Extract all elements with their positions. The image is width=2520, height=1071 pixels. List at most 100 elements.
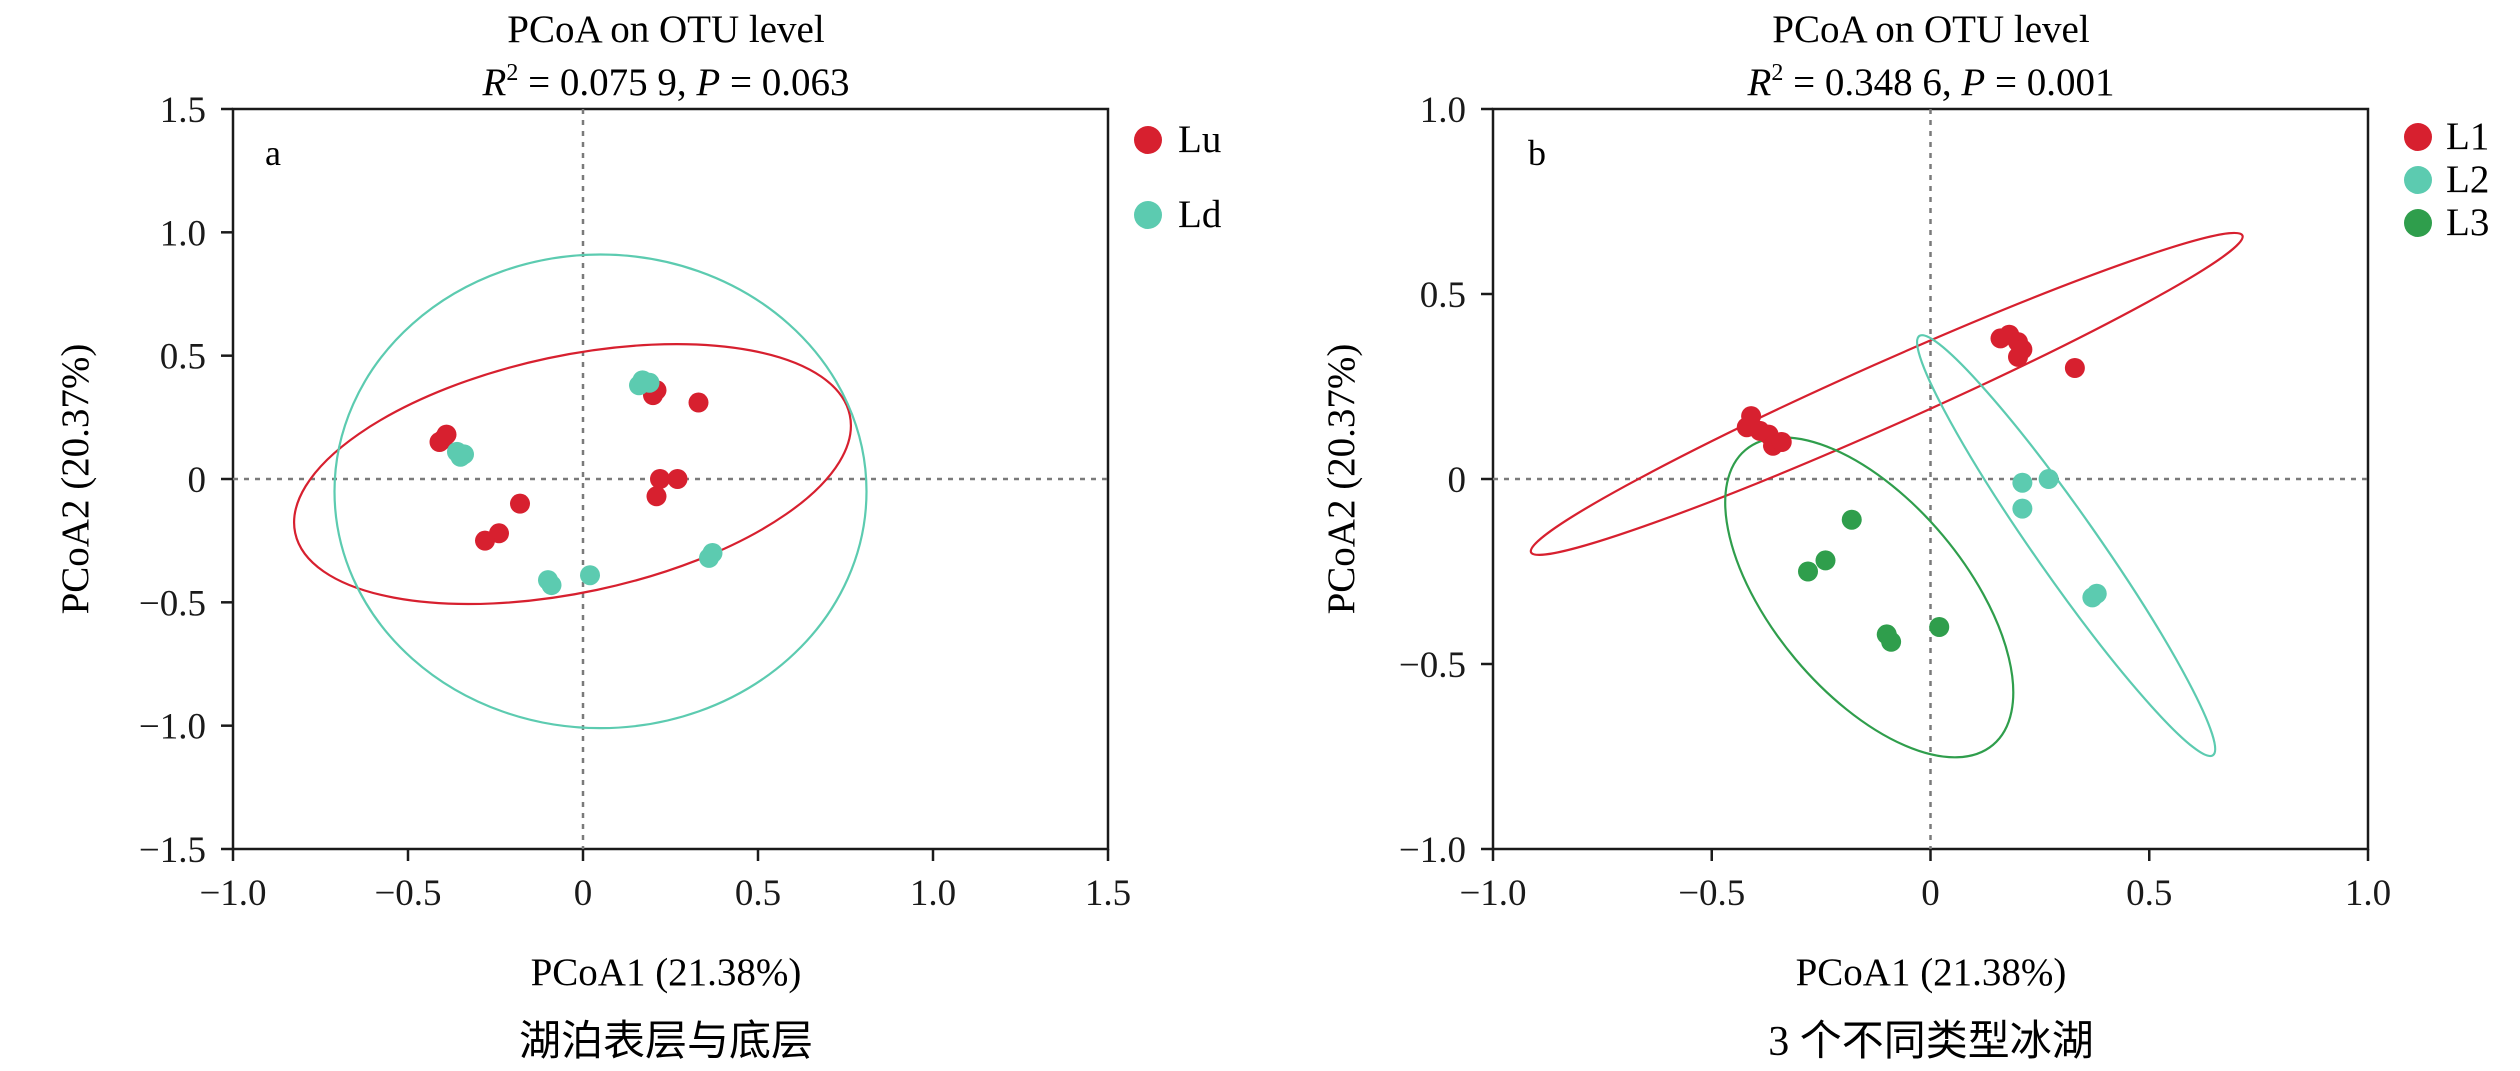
panel-a-ellipses <box>293 253 868 730</box>
data-point-lu <box>650 469 670 489</box>
confidence-ellipse-l3 <box>1724 436 2015 759</box>
x-tick-label: 0.5 <box>2126 873 2172 914</box>
panel-b-r2-label: R <box>1747 61 1772 104</box>
panel-a-p-label: P <box>695 61 720 104</box>
x-tick-label: 0 <box>1921 873 1940 914</box>
data-point-l2 <box>2012 472 2033 493</box>
data-point-l3 <box>1881 631 1902 652</box>
x-tick-label: 1.0 <box>910 873 956 914</box>
data-point-l1 <box>2064 358 2085 378</box>
legend-marker-l1 <box>2404 123 2432 151</box>
legend-label-lu: Lu <box>1178 118 1221 161</box>
legend-marker-lu <box>1134 126 1162 154</box>
y-tick-label: 1.0 <box>160 213 206 254</box>
panel-b-y-axis-label: PCoA2 (20.37%) <box>1320 344 1363 615</box>
x-tick-label: −1.0 <box>199 873 266 914</box>
x-tick-label: −0.5 <box>1678 873 1745 914</box>
panel-b: PCoA on OTU level R2 = 0.348 6, P = 0.00… <box>1320 8 2489 1065</box>
panel-b-p-label: P <box>1960 61 1985 104</box>
data-point-l1 <box>1771 432 1792 452</box>
panel-a-y-ticks: 1.5 1.0 0.5 0 −0.5 −1.0 −1.5 <box>139 90 233 871</box>
legend-marker-ld <box>1134 201 1162 229</box>
data-point-lu <box>510 493 530 514</box>
panel-a: PCoA on OTU level R2 = 0.075 9, P = 0.06… <box>54 8 1222 1065</box>
y-tick-label: 0.5 <box>1420 275 1466 316</box>
panel-a-legend: Lu Ld <box>1134 118 1222 236</box>
panel-b-label: b <box>1528 133 1546 173</box>
data-point-ld <box>580 565 600 586</box>
y-tick-label: 1.0 <box>1420 90 1466 131</box>
panel-a-stats: R2 = 0.075 9, P = 0.063 <box>482 60 850 104</box>
x-tick-label: 0 <box>574 873 593 914</box>
panel-a-p-value: = 0.063 <box>720 61 849 104</box>
data-point-lu <box>646 486 667 507</box>
data-point-lu <box>688 392 709 413</box>
panel-a-x-axis-label: PCoA1 (21.38%) <box>531 951 802 994</box>
legend-marker-l2 <box>2404 166 2432 194</box>
data-point-l2 <box>2012 498 2033 519</box>
data-point-ld <box>632 370 653 391</box>
panel-b-stats: R2 = 0.348 6, P = 0.001 <box>1747 60 2115 104</box>
legend-label-ld: Ld <box>1178 193 1222 236</box>
panel-a-caption: 湖泊表层与底层 <box>519 1019 813 1065</box>
data-point-l3 <box>1929 617 1950 637</box>
data-point-l3 <box>1798 561 1818 582</box>
y-tick-label: −1.0 <box>1399 830 1466 871</box>
confidence-ellipse-l2 <box>1915 334 2217 758</box>
panel-a-y-axis-label: PCoA2 (20.37%) <box>54 344 97 615</box>
panel-b-title: PCoA on OTU level <box>1772 8 2090 51</box>
panel-b-ellipses <box>1529 231 2244 759</box>
data-point-l1 <box>2012 339 2033 360</box>
confidence-ellipse-lu <box>293 343 852 606</box>
y-tick-label: 0 <box>188 460 207 501</box>
panel-a-r2-label: R <box>482 61 507 104</box>
data-point-lu <box>667 469 688 489</box>
y-tick-label: 1.5 <box>160 90 206 131</box>
panel-b-x-axis-label: PCoA1 (21.38%) <box>1796 951 2067 994</box>
legend-label-l2: L2 <box>2446 158 2489 201</box>
y-tick-label: −0.5 <box>1399 645 1466 686</box>
y-tick-label: −0.5 <box>139 583 206 624</box>
panel-b-r2-value: = 0.348 6, <box>1783 61 1961 104</box>
x-tick-label: −0.5 <box>374 873 441 914</box>
data-point-ld <box>541 575 562 596</box>
panel-a-r2-sup: 2 <box>506 60 518 86</box>
y-tick-label: −1.0 <box>139 707 206 748</box>
panel-a-r2-value: = 0.075 9, <box>518 61 696 104</box>
panel-b-x-ticks: −1.0 −0.5 0 0.5 1.0 <box>1459 849 2391 914</box>
data-point-l2 <box>2038 469 2059 489</box>
legend-marker-l3 <box>2404 209 2432 237</box>
x-tick-label: 0.5 <box>735 873 781 914</box>
data-point-ld <box>454 444 474 465</box>
y-tick-label: 0.5 <box>160 337 206 378</box>
legend-label-l1: L1 <box>2446 115 2489 158</box>
x-tick-label: 1.5 <box>1085 873 1131 914</box>
panel-a-label: a <box>265 133 281 173</box>
panel-b-y-ticks: 1.0 0.5 0 −0.5 −1.0 <box>1399 90 1493 871</box>
x-tick-label: −1.0 <box>1459 873 1526 914</box>
panel-a-points <box>429 370 723 596</box>
y-tick-label: 0 <box>1448 460 1467 501</box>
panel-b-caption: 3 个不同类型冰湖 <box>1768 1019 2094 1065</box>
data-point-lu <box>475 530 495 551</box>
data-point-ld <box>702 543 723 563</box>
panel-b-legend: L1 L2 L3 <box>2404 115 2489 244</box>
panel-b-ref-lines <box>1493 109 2368 849</box>
confidence-ellipse-ld <box>333 253 868 730</box>
data-point-l1 <box>1741 406 1762 427</box>
panel-b-p-value: = 0.001 <box>1985 61 2114 104</box>
confidence-ellipse-l1 <box>1529 231 2244 556</box>
data-point-l3 <box>1815 550 1836 571</box>
y-tick-label: −1.5 <box>139 830 206 871</box>
panel-b-points <box>1736 324 2107 652</box>
legend-label-l3: L3 <box>2446 201 2489 244</box>
panel-a-title: PCoA on OTU level <box>507 8 825 51</box>
data-point-l3 <box>1841 509 1862 530</box>
x-tick-label: 1.0 <box>2345 873 2391 914</box>
panel-b-r2-sup: 2 <box>1771 60 1783 86</box>
panel-a-ref-lines <box>233 109 1108 849</box>
data-point-lu <box>436 424 457 445</box>
data-point-l2 <box>2086 583 2107 604</box>
panel-a-x-ticks: −1.0 −0.5 0 0.5 1.0 1.5 <box>199 849 1131 914</box>
